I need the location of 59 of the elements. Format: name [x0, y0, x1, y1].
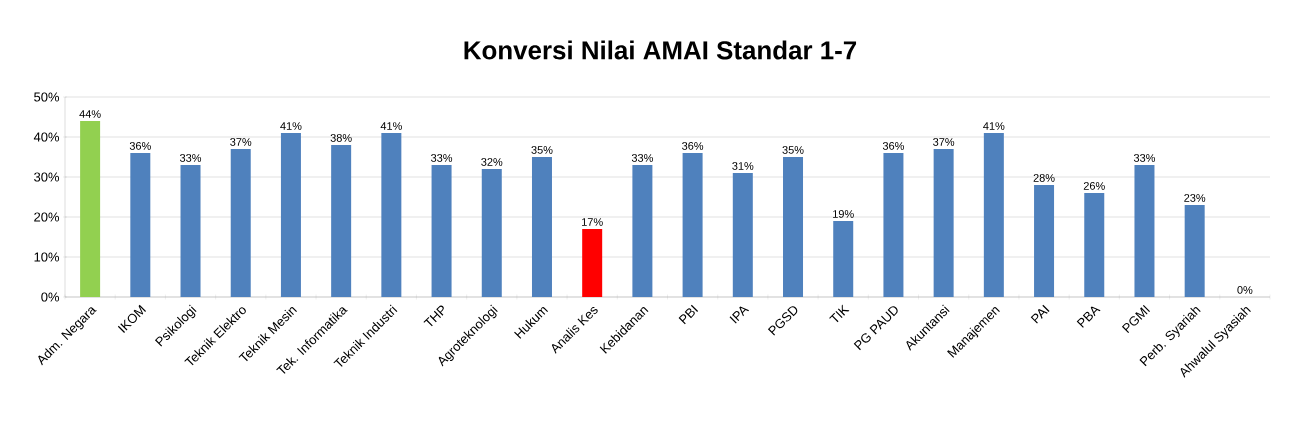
bar: [280, 133, 301, 297]
data-label: 26%: [1083, 182, 1105, 190]
data-label: 33%: [631, 154, 653, 162]
data-label: 38%: [330, 134, 352, 142]
bar: [682, 153, 703, 297]
data-label: 0%: [1237, 286, 1253, 294]
bar: [381, 133, 402, 297]
x-tick-label: PAI: [1030, 304, 1050, 324]
bar: [180, 165, 201, 297]
y-tick-label: 50%: [34, 92, 60, 102]
data-label: 33%: [1133, 154, 1156, 162]
bar: [481, 169, 502, 297]
y-tick-label: 0%: [41, 292, 60, 302]
bar: [1084, 193, 1105, 297]
y-tick-label: 10%: [34, 252, 60, 262]
data-label: 35%: [531, 146, 553, 154]
data-label: 37%: [933, 138, 955, 146]
data-label: 36%: [682, 142, 704, 150]
bar: [732, 173, 753, 297]
data-label: 41%: [380, 122, 402, 130]
bar: [632, 165, 653, 297]
bar: [833, 221, 854, 297]
data-label: 33%: [431, 154, 453, 162]
data-label: 41%: [983, 122, 1005, 130]
data-label: 37%: [230, 138, 252, 146]
data-label: 17%: [582, 218, 603, 226]
data-label: 41%: [280, 122, 302, 130]
bar: [783, 157, 804, 297]
data-label: 19%: [833, 210, 854, 218]
data-label: 35%: [782, 146, 804, 154]
data-label: 33%: [179, 154, 202, 162]
x-tick-label: PBI: [678, 304, 699, 325]
x-tick-label: TIK: [829, 304, 850, 323]
bar: [883, 153, 904, 297]
bar: [1184, 205, 1205, 297]
x-tick-label: IPA: [729, 306, 750, 324]
data-label: 23%: [1184, 194, 1206, 202]
y-tick-label: 30%: [34, 172, 60, 182]
bar: [431, 165, 452, 297]
bar: [80, 121, 101, 297]
x-tick-label: PBA: [1076, 306, 1101, 328]
bar: [983, 133, 1004, 297]
data-label: 31%: [732, 162, 754, 170]
data-label: 36%: [882, 142, 904, 150]
bar: [1134, 165, 1155, 297]
bar: [230, 149, 251, 297]
bar: [1034, 185, 1055, 297]
bar: [933, 149, 954, 297]
bar: [582, 229, 603, 297]
data-label: 28%: [1033, 174, 1055, 182]
data-label: 36%: [129, 142, 151, 150]
chart-title: Konversi Nilai AMAI Standar 1-7: [464, 40, 857, 60]
y-tick-label: 20%: [34, 212, 60, 222]
y-tick-label: 40%: [33, 132, 60, 142]
bar: [531, 157, 552, 297]
data-label: 32%: [481, 158, 503, 166]
data-label: 44%: [79, 110, 101, 118]
bar: [331, 145, 352, 297]
bar: [130, 153, 151, 297]
